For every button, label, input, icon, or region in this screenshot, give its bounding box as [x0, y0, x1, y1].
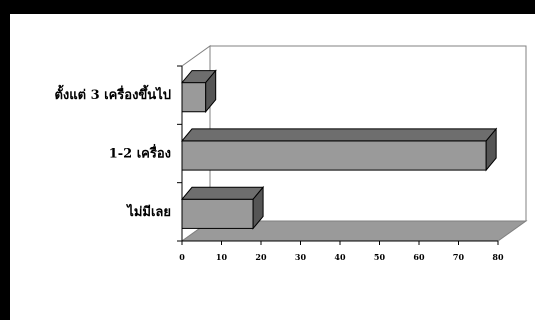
category-label: ไม่มีเลย [125, 203, 171, 220]
bar-top [180, 186, 265, 200]
chart-frame: 0 10 20 30 40 50 60 70 80 ไม่มีเลย 1-2 เครื่อง ตั้ง… [10, 14, 535, 320]
bar [181, 140, 487, 171]
bar-end [485, 127, 497, 172]
category-label: ตั้งแต่ 3 เครื่องขึ้นไป [54, 84, 171, 103]
x-tick-label: 60 [413, 252, 425, 262]
bar-end [205, 69, 217, 114]
bar [181, 198, 254, 229]
bar-end [252, 185, 264, 230]
x-tick-label: 10 [216, 252, 228, 262]
x-tick-label: 30 [295, 252, 307, 262]
category-label: 1-2 เครื่อง [109, 144, 171, 162]
x-tick-label: 0 [179, 252, 185, 262]
x-tick-label: 80 [492, 252, 504, 262]
bar-top [180, 128, 498, 142]
x-tick-label: 70 [453, 252, 465, 262]
bar [181, 82, 207, 113]
x-tick-label: 20 [255, 252, 267, 262]
x-tick-label: 40 [334, 252, 346, 262]
x-tick-label: 50 [374, 252, 386, 262]
bar-chart: 0 10 20 30 40 50 60 70 80 ไม่มีเลย 1-2 เครื่อง ตั้ง… [54, 45, 528, 262]
